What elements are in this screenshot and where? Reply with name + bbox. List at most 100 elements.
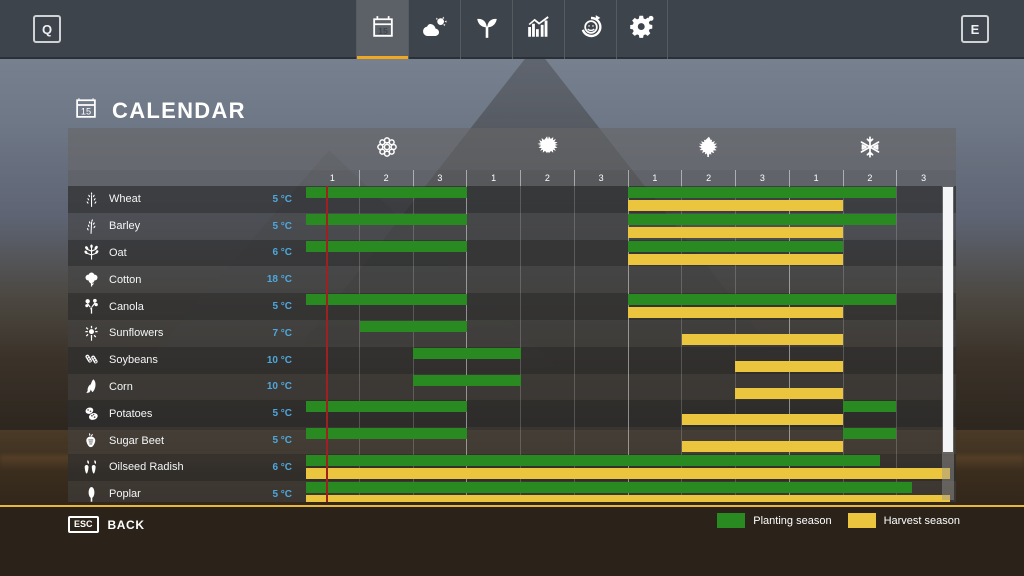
legend: Planting season Harvest season xyxy=(717,513,960,528)
sunflower-icon xyxy=(82,324,100,342)
crop-row[interactable]: Wheat 5 °C xyxy=(68,186,956,213)
timeline-cell xyxy=(627,427,682,454)
planting-season-bar xyxy=(306,213,467,225)
crop-row[interactable]: Sugar Beet 5 °C xyxy=(68,427,956,454)
sugarbeet-icon xyxy=(82,432,100,450)
timeline-cell xyxy=(358,266,413,294)
crop-name: Soybeans xyxy=(109,354,158,367)
crop-row[interactable]: Canola 5 °C xyxy=(68,293,956,320)
crop-row[interactable]: Cotton 18 °C xyxy=(68,266,956,294)
crop-row[interactable]: Barley 5 °C xyxy=(68,212,956,240)
next-tab-key-e[interactable]: E xyxy=(961,15,989,43)
timeline-cell xyxy=(306,374,359,401)
crop-row-label: Corn 10 °C xyxy=(68,374,306,401)
season-autumn xyxy=(628,128,789,170)
crop-row-label: Wheat 5 °C xyxy=(68,186,306,213)
harvest-season-bar xyxy=(735,360,843,372)
crop-temperature: 5 °C xyxy=(272,301,292,313)
planting-season-bar xyxy=(413,347,521,359)
harvest-season-bar xyxy=(306,467,950,479)
timeline-cell xyxy=(466,400,520,428)
timeline-cell xyxy=(306,347,359,374)
crop-row-label: Poplar 5 °C xyxy=(68,481,306,502)
crop-name: Canola xyxy=(109,300,144,313)
planting-season-bar xyxy=(628,294,897,306)
legend-item: Planting season xyxy=(717,513,832,528)
crop-row-timeline xyxy=(306,186,950,213)
crop-row-timeline xyxy=(306,453,950,481)
page-title: 15 CALENDAR xyxy=(73,95,246,126)
crop-row-timeline xyxy=(306,480,950,502)
crop-row[interactable]: Potatoes 5 °C xyxy=(68,400,956,428)
timeline-gridlines xyxy=(306,373,950,401)
timeline-cell xyxy=(358,373,413,401)
legend-swatch xyxy=(847,513,876,528)
tab-statistics[interactable] xyxy=(512,0,564,59)
sun-icon xyxy=(536,135,560,164)
crop-temperature: 10 °C xyxy=(266,381,292,393)
back-button[interactable]: ESC BACK xyxy=(68,516,145,533)
season-summer xyxy=(467,128,628,170)
timeline-gridlines xyxy=(306,346,950,374)
canola-icon xyxy=(82,298,100,316)
harvest-season-bar xyxy=(628,200,843,211)
timeline-cell xyxy=(358,346,413,374)
month-label: 3 xyxy=(735,170,789,186)
timeline-cell xyxy=(466,266,520,294)
tab-plants[interactable] xyxy=(460,0,512,59)
timeline-cell xyxy=(573,293,628,320)
timeline-cell xyxy=(412,266,467,294)
tab-weather[interactable] xyxy=(408,0,460,59)
timeline-cell xyxy=(520,427,574,454)
crop-row-label: Canola 5 °C xyxy=(68,293,306,320)
timeline-cell xyxy=(466,293,520,320)
timeline-cell xyxy=(842,319,897,347)
crop-row[interactable]: Soybeans 10 °C xyxy=(68,346,956,374)
crop-row[interactable]: Sunflowers 7 °C xyxy=(68,319,956,347)
tab-production[interactable] xyxy=(564,0,616,59)
esc-key-cap: ESC xyxy=(68,516,99,533)
tab-calendar[interactable]: 15 xyxy=(356,0,408,59)
crop-row-label: Oilseed Radish 6 °C xyxy=(68,454,306,481)
legend-label: Planting season xyxy=(753,514,832,527)
timeline-cell xyxy=(681,373,735,401)
timeline-cell xyxy=(735,266,789,294)
timeline-cell xyxy=(573,373,628,401)
timeline-cell xyxy=(520,373,574,401)
timeline-cell xyxy=(627,400,682,428)
crop-row-timeline xyxy=(306,239,950,267)
tab-settings[interactable] xyxy=(616,0,668,59)
crop-row[interactable]: Corn 10 °C xyxy=(68,373,956,401)
crop-row[interactable]: Oat 6 °C xyxy=(68,239,956,267)
timeline-cell xyxy=(627,373,682,401)
crop-temperature: 6 °C xyxy=(272,247,292,259)
legend-swatch xyxy=(717,513,746,528)
crop-row-label: Barley 5 °C xyxy=(68,213,306,240)
timeline-cell xyxy=(520,400,574,428)
crop-name: Oilseed Radish xyxy=(109,461,184,474)
crop-row-label: Cotton 18 °C xyxy=(68,266,306,293)
timeline-cell xyxy=(520,239,574,267)
sprout-icon xyxy=(474,14,500,45)
poplar-icon xyxy=(82,485,100,502)
harvest-season-bar xyxy=(628,226,843,238)
crop-row-label: Sugar Beet 5 °C xyxy=(68,427,306,454)
planting-season-bar xyxy=(359,320,467,332)
harvest-season-bar xyxy=(681,333,843,345)
crop-temperature: 5 °C xyxy=(272,488,292,500)
harvest-season-bar xyxy=(306,494,950,502)
timeline-cell xyxy=(788,266,843,294)
vertical-scrollbar[interactable] xyxy=(942,186,954,500)
harvest-season-bar xyxy=(681,414,843,426)
prev-tab-key-q[interactable]: Q xyxy=(33,15,61,43)
cotton-icon xyxy=(82,271,100,289)
timeline-cell xyxy=(627,319,682,347)
timeline-cell xyxy=(466,319,520,347)
timeline-cell xyxy=(681,346,735,374)
crop-row[interactable]: Poplar 5 °C xyxy=(68,480,956,502)
timeline-cell xyxy=(520,266,574,294)
scrollbar-thumb[interactable] xyxy=(943,187,953,452)
crop-row[interactable]: Oilseed Radish 6 °C xyxy=(68,453,956,481)
